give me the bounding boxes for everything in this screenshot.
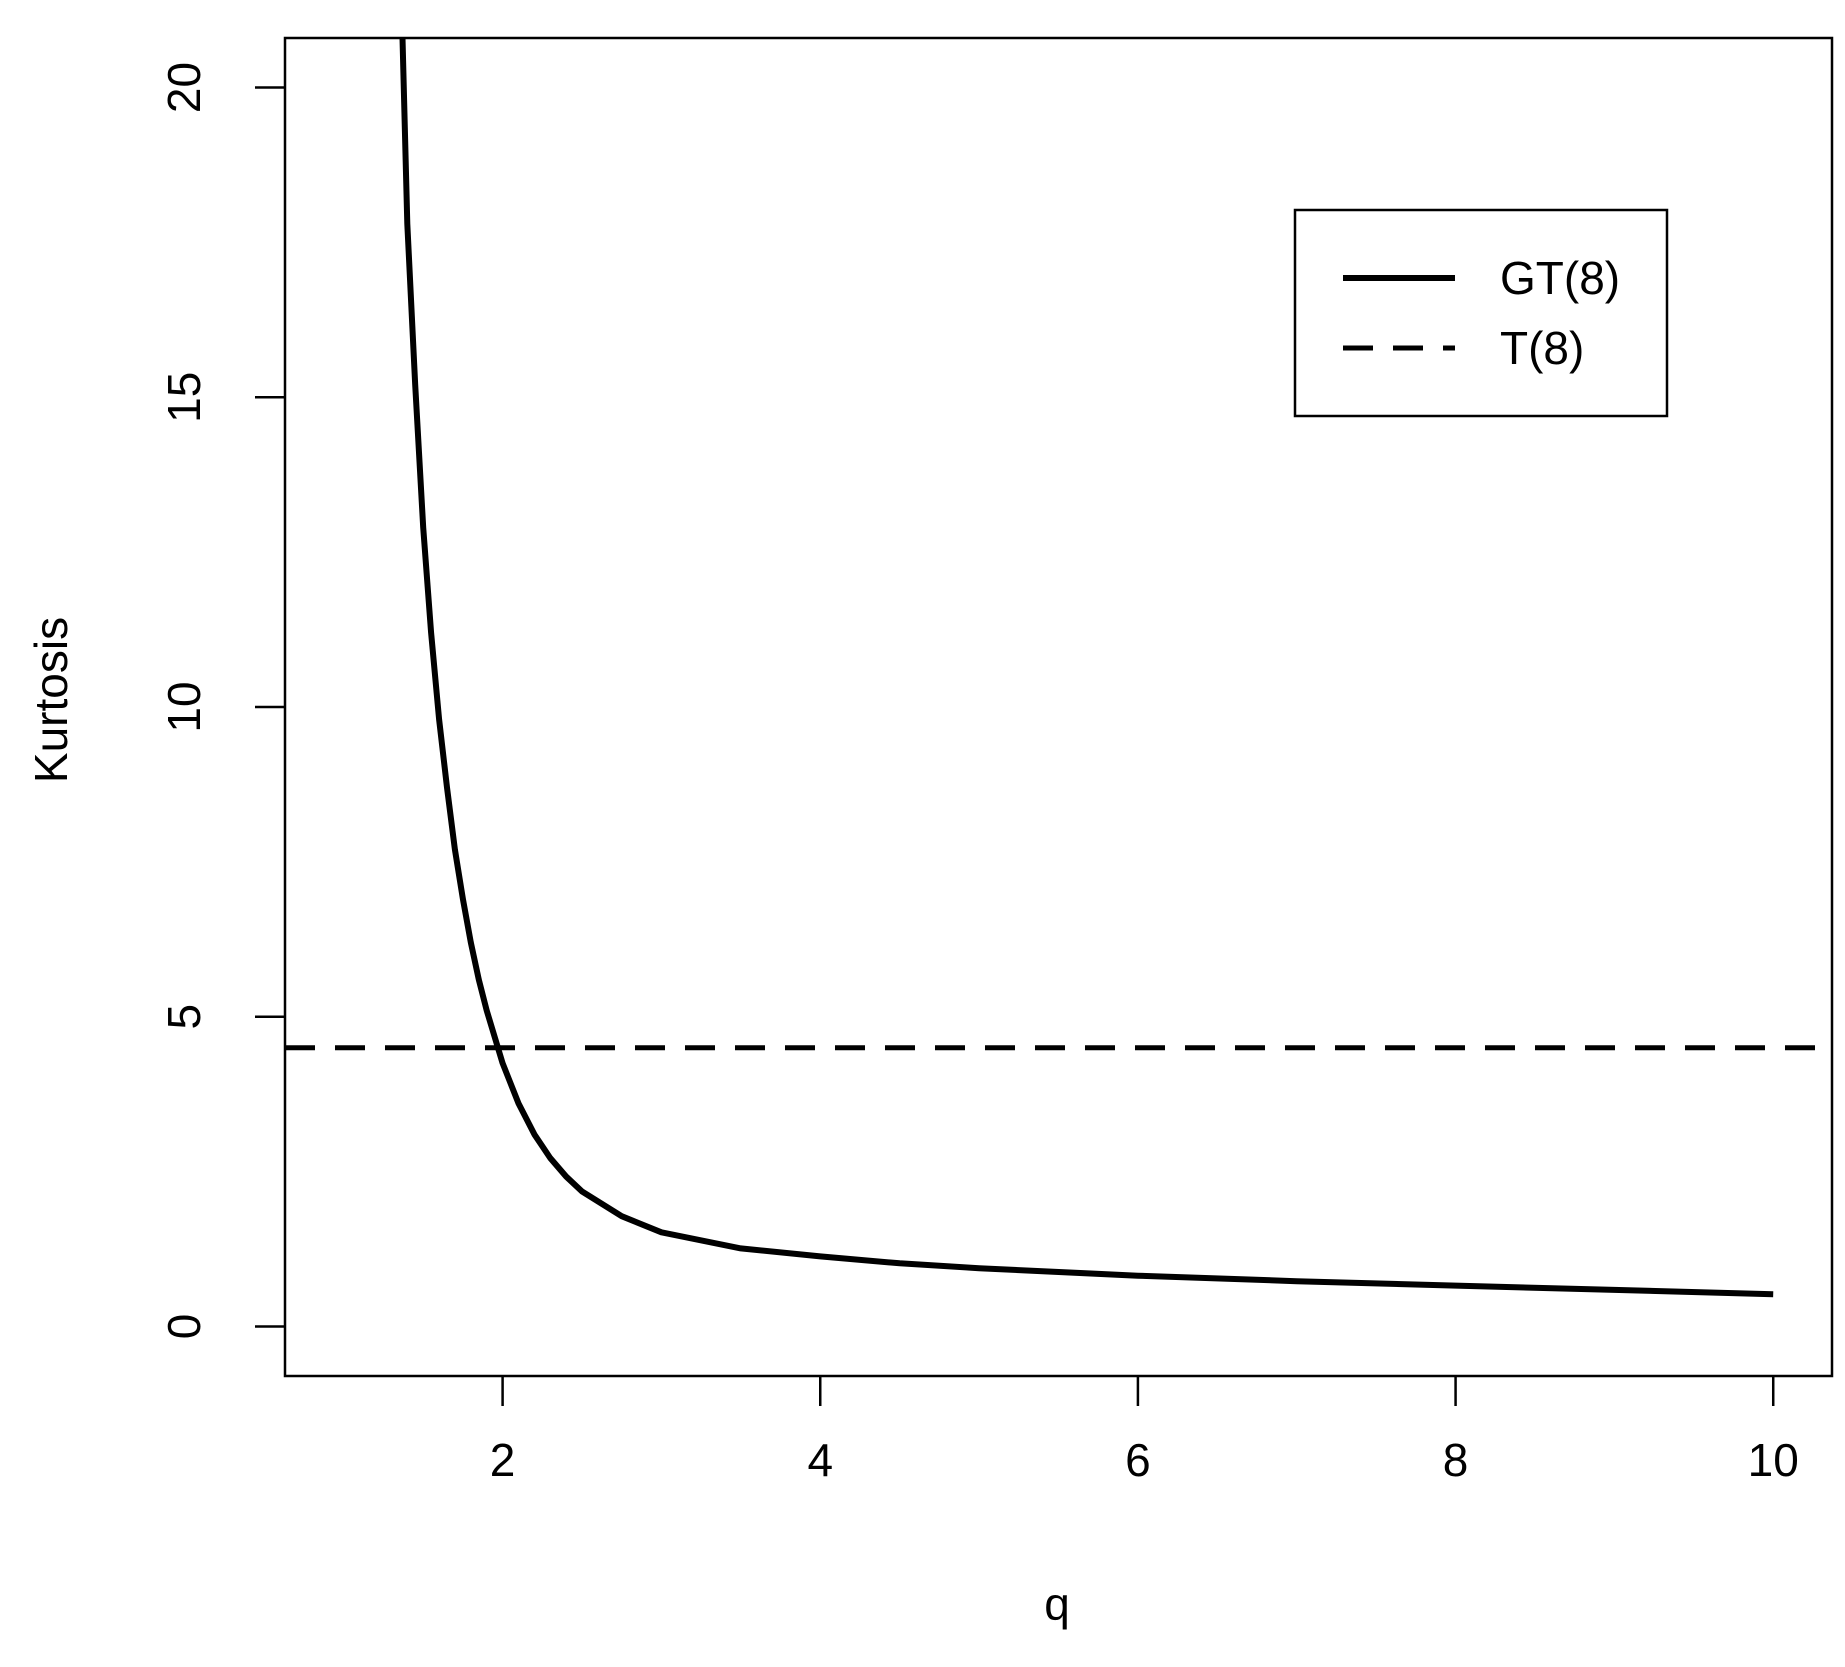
- y-tick-label: 0: [158, 1314, 210, 1340]
- y-tick-label: 15: [158, 372, 210, 423]
- x-axis-label: q: [1044, 1578, 1070, 1630]
- x-tick-label: 2: [490, 1434, 516, 1486]
- legend-box: [1293, 208, 1669, 418]
- legend: GT(8) T(8): [1293, 208, 1669, 418]
- legend-label: GT(8): [1500, 252, 1620, 304]
- y-axis: 0 5 10 15 20: [158, 62, 285, 1339]
- y-tick-label: 5: [158, 1004, 210, 1030]
- y-tick-label: 10: [158, 681, 210, 732]
- y-tick-label: 20: [158, 62, 210, 113]
- y-axis-label: Kurtosis: [25, 617, 77, 783]
- x-tick-label: 6: [1125, 1434, 1151, 1486]
- x-tick-label: 4: [807, 1434, 833, 1486]
- x-tick-label: 10: [1748, 1434, 1799, 1486]
- series-line-gt8: [399, 38, 1774, 1298]
- x-tick-label: 8: [1443, 1434, 1469, 1486]
- x-axis: 2 4 6 8 10: [490, 1376, 1799, 1486]
- legend-label: T(8): [1500, 322, 1584, 374]
